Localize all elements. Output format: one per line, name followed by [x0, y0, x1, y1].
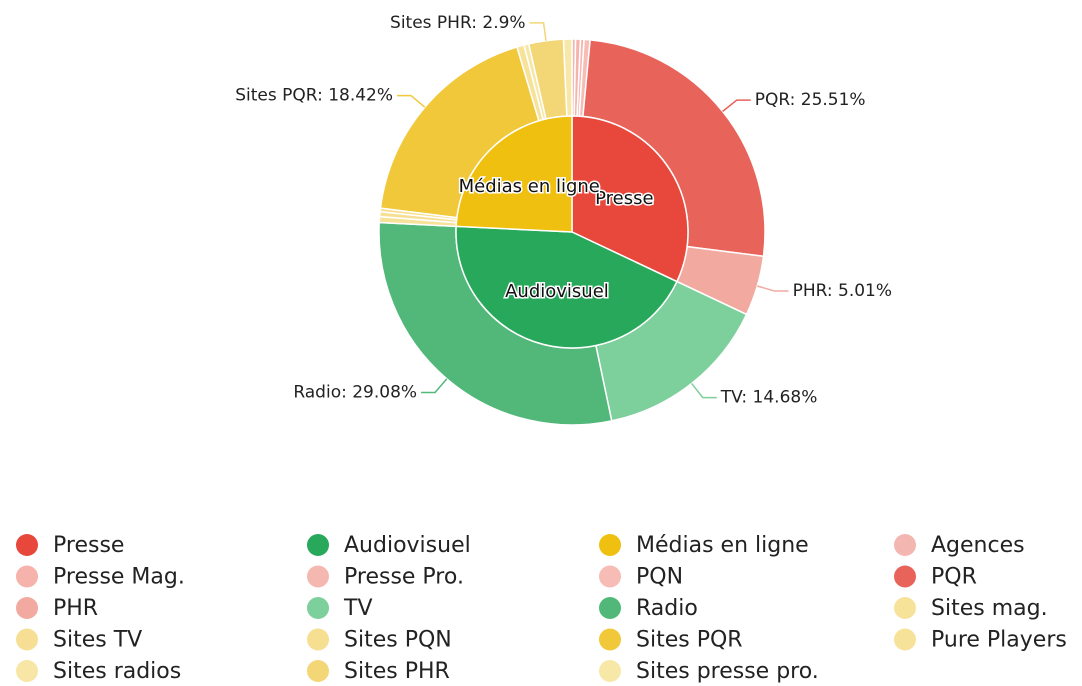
legend-label: Presse Mag. [53, 565, 185, 590]
leader-line [757, 285, 789, 292]
legend-label: TV [343, 596, 373, 621]
inner-slice [455, 225, 678, 349]
legend-label: Médias en ligne [636, 533, 809, 558]
slice-label: Sites PQR: 18.42% [235, 86, 393, 106]
legend-swatch [599, 597, 621, 619]
legend-swatch [16, 597, 38, 619]
legend-swatch [307, 597, 329, 619]
legend-swatch [599, 628, 621, 651]
legend-swatch [307, 534, 329, 556]
slice-label: TV: 14.68% [720, 388, 818, 408]
leader-line [421, 378, 448, 394]
legend-swatch [599, 660, 621, 682]
leader-line [397, 94, 426, 108]
inner-label: Presse [595, 188, 653, 209]
legend-swatch [894, 534, 916, 556]
legend-label: PQR [931, 565, 977, 590]
slice-label: PQR: 25.51% [755, 90, 866, 110]
slice-label: Sites PHR: 2.9% [390, 13, 526, 33]
legend-swatch [894, 565, 916, 588]
legend-swatch [16, 660, 38, 682]
legend-swatch [16, 565, 38, 588]
leader-line [722, 99, 751, 112]
legend-swatch [307, 565, 329, 588]
inner-label: Médias en ligne [459, 176, 600, 197]
legend-swatch [307, 660, 329, 682]
legend-label: Audiovisuel [344, 533, 471, 558]
legend-swatch [16, 534, 38, 556]
legend-label: PQN [636, 565, 683, 590]
legend-label: Presse [53, 533, 124, 558]
legend-label: Sites PQN [344, 628, 452, 653]
leader-line [529, 22, 547, 41]
inner-slice [455, 115, 573, 233]
slice-label: PHR: 5.01% [793, 281, 892, 301]
legend-label: Sites PQR [636, 628, 743, 653]
legend-label: Agences [931, 533, 1025, 558]
legend-label: Sites PHR [344, 659, 450, 684]
legend-label: Presse Pro. [344, 565, 464, 590]
legend-swatch [599, 565, 621, 588]
legend-swatch [599, 534, 621, 556]
legend-label: PHR [53, 596, 98, 621]
legend-label: Sites TV [53, 628, 142, 653]
legend-label: Radio [636, 596, 698, 621]
legend-swatch [894, 628, 916, 651]
legend-swatch [894, 597, 916, 619]
legend-swatch [16, 628, 38, 651]
inner-label: Audiovisuel [505, 281, 609, 302]
legend-label: Sites mag. [931, 596, 1048, 621]
legend-label: Sites presse pro. [636, 659, 819, 684]
legend-label: Pure Players [931, 628, 1067, 653]
slice-label: Radio: 29.08% [293, 383, 417, 403]
legend-label: Sites radios [53, 659, 181, 684]
leader-line [691, 382, 717, 399]
inner-slice [571, 115, 689, 283]
legend-swatch [307, 628, 329, 651]
